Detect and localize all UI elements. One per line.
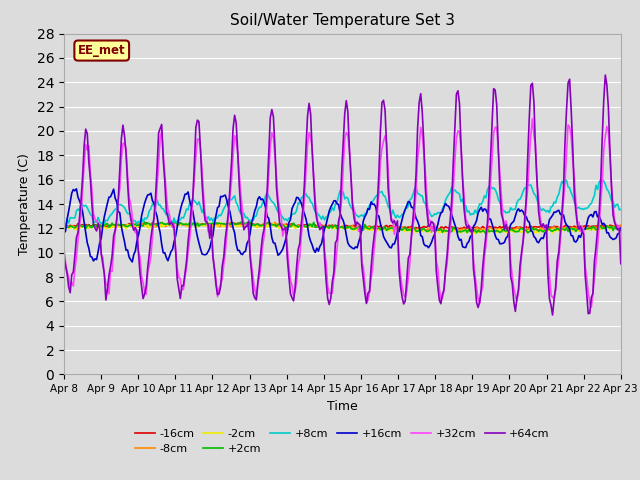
- +32cm: [244, 228, 252, 233]
- +32cm: [60, 246, 68, 252]
- -8cm: [271, 219, 279, 225]
- -2cm: [60, 225, 68, 231]
- +64cm: [129, 223, 136, 229]
- -16cm: [589, 223, 596, 229]
- +16cm: [229, 225, 237, 231]
- +64cm: [254, 279, 262, 285]
- +32cm: [129, 213, 136, 219]
- +64cm: [548, 312, 556, 318]
- +8cm: [588, 201, 595, 206]
- +8cm: [255, 204, 263, 210]
- +8cm: [60, 222, 68, 228]
- -2cm: [246, 223, 254, 229]
- +32cm: [588, 304, 595, 310]
- -8cm: [254, 224, 262, 230]
- Line: -8cm: -8cm: [64, 222, 621, 232]
- +2cm: [129, 221, 136, 227]
- -16cm: [435, 227, 443, 233]
- -2cm: [129, 223, 136, 229]
- +32cm: [254, 282, 262, 288]
- Line: -16cm: -16cm: [64, 222, 621, 230]
- Line: +32cm: +32cm: [64, 119, 621, 307]
- +64cm: [226, 185, 234, 191]
- +2cm: [170, 219, 178, 225]
- +16cm: [129, 259, 136, 265]
- -16cm: [228, 219, 236, 225]
- +32cm: [617, 252, 625, 258]
- +16cm: [589, 214, 596, 220]
- +2cm: [228, 221, 236, 227]
- -8cm: [305, 224, 313, 229]
- Title: Soil/Water Temperature Set 3: Soil/Water Temperature Set 3: [230, 13, 455, 28]
- +8cm: [598, 177, 606, 183]
- -16cm: [305, 223, 313, 229]
- +16cm: [131, 248, 139, 254]
- -16cm: [617, 223, 625, 229]
- -16cm: [60, 223, 68, 228]
- +64cm: [244, 218, 252, 224]
- -8cm: [589, 226, 596, 231]
- Text: EE_met: EE_met: [78, 44, 125, 57]
- +32cm: [529, 116, 536, 121]
- +8cm: [130, 217, 138, 223]
- -16cm: [255, 222, 263, 228]
- +64cm: [602, 72, 609, 78]
- -2cm: [217, 219, 225, 225]
- Line: +2cm: +2cm: [64, 222, 621, 234]
- +2cm: [617, 226, 625, 231]
- +2cm: [482, 231, 490, 237]
- +8cm: [61, 222, 69, 228]
- Line: +64cm: +64cm: [64, 75, 621, 315]
- -16cm: [129, 222, 136, 228]
- Line: -2cm: -2cm: [64, 222, 621, 234]
- -16cm: [226, 222, 234, 228]
- +16cm: [257, 197, 265, 203]
- +8cm: [305, 195, 313, 201]
- +64cm: [303, 114, 311, 120]
- -8cm: [226, 223, 234, 228]
- +16cm: [248, 220, 255, 226]
- +2cm: [255, 223, 263, 228]
- +64cm: [588, 295, 595, 300]
- -2cm: [255, 224, 263, 230]
- -2cm: [471, 231, 479, 237]
- +64cm: [617, 261, 625, 266]
- -2cm: [305, 225, 313, 230]
- +2cm: [305, 221, 313, 227]
- +32cm: [589, 291, 596, 297]
- +16cm: [72, 186, 80, 192]
- +2cm: [246, 219, 254, 225]
- Legend: -16cm, -8cm, -2cm, +2cm, +8cm, +16cm, +32cm, +64cm: -16cm, -8cm, -2cm, +2cm, +8cm, +16cm, +3…: [131, 424, 554, 459]
- -8cm: [244, 222, 252, 228]
- +32cm: [226, 195, 234, 201]
- -2cm: [589, 226, 596, 232]
- Line: +8cm: +8cm: [64, 180, 621, 225]
- +2cm: [60, 223, 68, 229]
- +8cm: [228, 197, 236, 203]
- Line: +16cm: +16cm: [64, 189, 621, 262]
- -16cm: [246, 220, 254, 226]
- Y-axis label: Temperature (C): Temperature (C): [18, 153, 31, 255]
- +16cm: [307, 239, 314, 244]
- +8cm: [617, 206, 625, 212]
- +16cm: [617, 225, 625, 231]
- +8cm: [246, 218, 254, 224]
- -2cm: [228, 221, 236, 227]
- +2cm: [589, 224, 596, 229]
- -2cm: [617, 227, 625, 232]
- -8cm: [431, 229, 438, 235]
- +16cm: [60, 230, 68, 236]
- X-axis label: Time: Time: [327, 400, 358, 413]
- -8cm: [60, 225, 68, 230]
- +32cm: [303, 143, 311, 149]
- -8cm: [617, 222, 625, 228]
- -8cm: [129, 223, 136, 229]
- +64cm: [60, 254, 68, 260]
